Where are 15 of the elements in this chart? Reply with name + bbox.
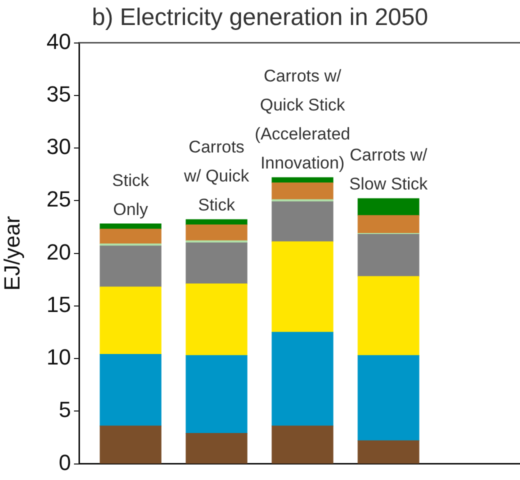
x-tick-label: Carrots w/ Slow Stick [349,146,428,194]
y-axis-title: EJ/year [0,216,24,291]
y-tick-label: 5 [58,397,71,422]
x-tick-label: Carrots w/ Quick Stick (Accelerated Innovation) [254,66,350,173]
y-tick-label: 35 [46,81,71,106]
x-tick-label: Stick Only [112,170,150,219]
chart-title: b) Electricity generation in 2050 [92,4,428,32]
y-tick-label: 25 [46,186,71,212]
x-tick-label: Carrots w/ Quick Stick [182,138,250,215]
y-tick-label: 20 [46,239,71,264]
y-tick-label: 30 [46,134,71,160]
y-tick-label: 0 [58,450,71,475]
y-tick-label: 15 [46,292,71,317]
y-tick-label: 10 [46,344,71,370]
y-tick-label: 40 [46,28,71,54]
